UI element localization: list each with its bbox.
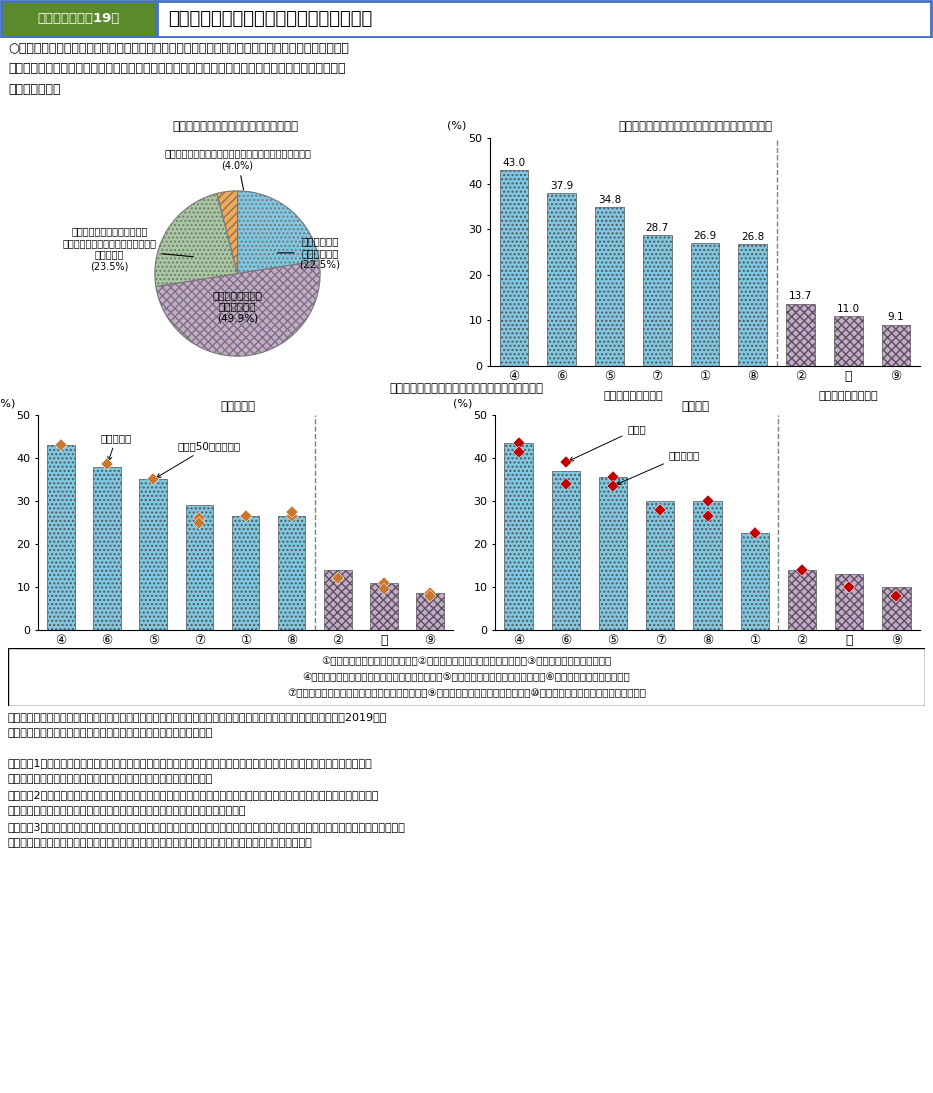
Text: 会社経営に悪い影響: 会社経営に悪い影響: [604, 391, 663, 401]
Text: 9.1: 9.1: [888, 313, 904, 322]
Bar: [787, 304, 815, 366]
Text: 資料出所　（独）労働政策研究・研修機構「人手不足等をめぐる現状と働き方等に関する調査（企業調査票）」（2019年）
　　　　　の個票を厚生労働省政策統括官付政策: 資料出所 （独）労働政策研究・研修機構「人手不足等をめぐる現状と働き方等に関する…: [8, 712, 387, 738]
Text: (%): (%): [447, 121, 466, 131]
Text: （３）人手不足が会社経営に及ぼす具体的な影響: （３）人手不足が会社経営に及ぼす具体的な影響: [389, 383, 544, 396]
Text: 26.9: 26.9: [693, 231, 717, 242]
Text: 11.0: 11.0: [837, 304, 860, 314]
Bar: [93, 467, 121, 630]
Bar: [548, 193, 576, 366]
Bar: [741, 533, 769, 630]
Text: 会社経営に悪い影響: 会社経営に悪い影響: [146, 654, 206, 663]
Bar: [835, 574, 863, 630]
Text: 現在も今後３年以内も影響が生じることは懸念されない
(4.0%): 現在も今後３年以内も影響が生じることは懸念されない (4.0%): [164, 149, 311, 190]
Text: 地域圏別: 地域圏別: [681, 400, 709, 412]
Text: 地方圏: 地方圏: [569, 424, 646, 461]
Text: ①既存事業のやむを得ない縮小、②既存事業の積極的な効率化の実施、③既存事業の運営への支障、
④既存事業における新規需要増加への対応不可、⑤技術・ノウハウの伝承の: ①既存事業のやむを得ない縮小、②既存事業の積極的な効率化の実施、③既存事業の運営…: [287, 656, 646, 698]
Text: 13.7: 13.7: [789, 291, 813, 302]
Bar: [690, 244, 719, 366]
Bar: [278, 516, 305, 630]
Text: (%): (%): [453, 399, 472, 409]
Text: (%): (%): [0, 399, 16, 409]
Wedge shape: [155, 193, 238, 286]
Bar: [324, 569, 352, 630]
Text: 第２－（１）－19図: 第２－（１）－19図: [37, 12, 119, 25]
Text: ある程度の影響を
及ぼしている
(49.9%): ある程度の影響を 及ぼしている (49.9%): [213, 290, 262, 324]
Bar: [693, 501, 721, 630]
Bar: [551, 471, 580, 630]
Bar: [834, 316, 863, 366]
Bar: [647, 501, 675, 630]
Text: 会社経営に良い影響: 会社経営に良い影響: [354, 654, 413, 663]
Text: 28.7: 28.7: [646, 223, 669, 233]
Text: 従業員50人以下企業: 従業員50人以下企業: [157, 442, 240, 478]
Bar: [1, 1, 156, 37]
Text: 34.8: 34.8: [598, 195, 621, 205]
Text: 企業規模別: 企業規模別: [220, 400, 255, 412]
Bar: [738, 244, 767, 366]
Bar: [48, 445, 75, 630]
Wedge shape: [216, 191, 238, 273]
Text: 全規模企業: 全規模企業: [101, 433, 132, 461]
Text: （２）人手不足が会社経営に及ぼす具体的な影響: （２）人手不足が会社経営に及ぼす具体的な影響: [618, 119, 772, 132]
Text: 会社経営に悪い影響: 会社経営に悪い影響: [606, 654, 666, 663]
Bar: [186, 505, 214, 630]
Bar: [595, 208, 624, 366]
Bar: [883, 587, 911, 630]
Text: 43.0: 43.0: [502, 157, 525, 167]
Text: ○　人手不足が会社経営に影響を及ぼしている企業は、全体の７割を超えており、多くは「会社経営
　にとって悪い影響」であるが、人手不足が「会社経営にとって良い影響」: ○ 人手不足が会社経営に影響を及ぼしている企業は、全体の７割を超えており、多くは…: [8, 42, 349, 96]
Bar: [499, 169, 528, 366]
Text: 会社経営に良い影響: 会社経営に良い影響: [819, 654, 879, 663]
Text: （注）　1）（１）は従業員全体の人手の過不足状況について、「大いに不足」「やや不足」と回答した企業を対象に、各
　　　　　回答の構成割合を集計したものである（未: （注） 1）（１）は従業員全体の人手の過不足状況について、「大いに不足」「やや不…: [8, 759, 406, 848]
Bar: [139, 480, 167, 630]
Text: 人手不足が会社経営に及ぼす影響について: 人手不足が会社経営に及ぼす影響について: [168, 10, 372, 28]
Wedge shape: [156, 261, 320, 356]
Text: 三大都市圏: 三大都市圏: [617, 450, 700, 484]
Text: （１）人手不足が会社経営に及ぼす影響: （１）人手不足が会社経営に及ぼす影響: [172, 119, 298, 132]
Bar: [416, 593, 444, 630]
Bar: [882, 325, 911, 366]
Bar: [370, 583, 397, 630]
Wedge shape: [238, 191, 319, 273]
Bar: [157, 1, 931, 37]
Text: 37.9: 37.9: [550, 181, 573, 191]
Bar: [505, 443, 533, 630]
Text: 現在のところ影響はないが、
今後３年以内に影響が生じることが
懸念される
(23.5%): 現在のところ影響はないが、 今後３年以内に影響が生じることが 懸念される (23…: [63, 226, 193, 271]
Bar: [599, 478, 627, 630]
Text: 会社経営に良い影響: 会社経営に良い影響: [818, 391, 878, 401]
Bar: [231, 516, 259, 630]
Text: 26.8: 26.8: [741, 232, 764, 242]
Bar: [643, 235, 672, 366]
Text: 大きな影響を
及ぼしている
(22.5%): 大きな影響を 及ぼしている (22.5%): [277, 236, 341, 270]
Bar: [787, 569, 816, 630]
